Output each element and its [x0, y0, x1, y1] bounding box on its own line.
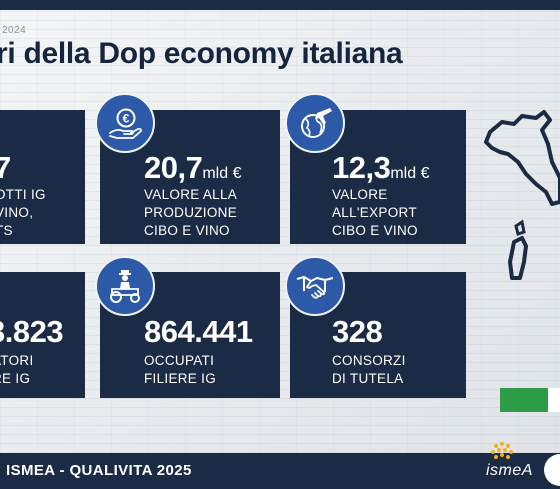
- source-credit: ISMEA - QUALIVITA 2025: [6, 462, 192, 479]
- stat-label: VALORE ALLA PRODUZIONE CIBO E VINO: [144, 187, 238, 238]
- handshake-icon: [285, 256, 345, 316]
- stat-label: OCCUPATI FILIERE IG: [144, 353, 217, 386]
- stat-value: 20,7mld €: [144, 150, 242, 185]
- stat-label: VALORE ALL'EXPORT CIBO E VINO: [332, 187, 418, 238]
- qualivita-logo-icon: [544, 454, 560, 486]
- stat-unit: mld €: [202, 165, 242, 182]
- top-bar: [0, 0, 560, 10]
- italy-map-icon: [484, 110, 560, 280]
- stat-label: OTTI IG VINO, TS: [0, 187, 46, 238]
- stat-value: 3.823: [0, 314, 64, 349]
- stat-card-production-value: 20,7mld € VALORE ALLA PRODUZIONE CIBO E …: [100, 110, 280, 244]
- ismea-logo-icon: [491, 442, 513, 459]
- stat-card-products: 7 OTTI IG VINO, TS: [0, 110, 85, 244]
- flag-green-stripe: [500, 388, 548, 412]
- svg-text:€: €: [123, 112, 130, 126]
- footer-bar: [0, 453, 560, 489]
- stat-card-operators: 3.823 ATORI RE IG: [0, 272, 85, 398]
- stat-value: 864.441: [144, 314, 253, 349]
- stat-value: 7: [0, 150, 11, 185]
- stat-label: ATORI RE IG: [0, 353, 34, 386]
- farmer-tractor-icon: [95, 256, 155, 316]
- flag-white-stripe: [548, 388, 560, 412]
- stat-value: 12,3mld €: [332, 150, 430, 185]
- ismea-logo-text: ismeA: [486, 462, 533, 479]
- stat-unit: mld €: [390, 165, 430, 182]
- globe-plane-icon: [285, 93, 345, 153]
- stat-card-export-value: 12,3mld € VALORE ALL'EXPORT CIBO E VINO: [290, 110, 466, 244]
- stat-label: CONSORZI DI TUTELA: [332, 353, 406, 386]
- year-label: 2024: [2, 25, 27, 36]
- stat-value: 328: [332, 314, 383, 349]
- page-title: ri della Dop economy italiana: [0, 37, 403, 70]
- euro-hand-icon: €: [95, 93, 155, 153]
